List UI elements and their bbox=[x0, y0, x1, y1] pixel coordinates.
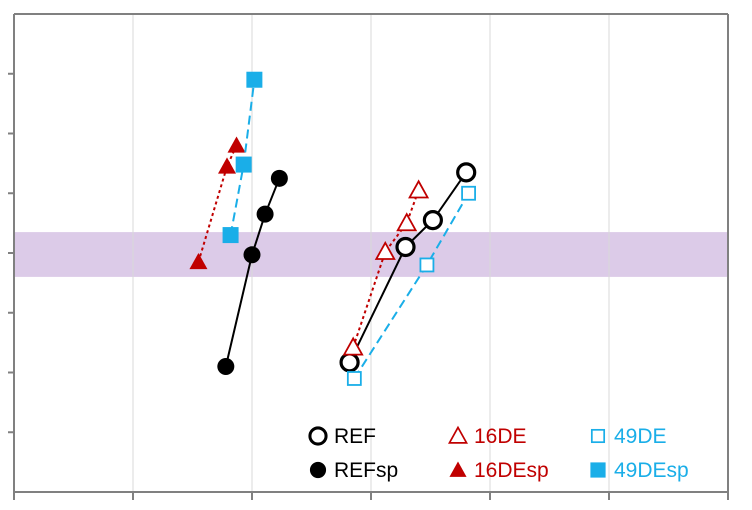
series-line-refsp bbox=[224, 177, 281, 367]
legend-item-refsp: REFsp bbox=[309, 459, 398, 482]
legend-label-49desp: 49DEsp bbox=[614, 459, 689, 482]
series-16desp bbox=[189, 136, 246, 270]
legend-item-ref: REF bbox=[308, 425, 376, 448]
legend-label-ref: REF bbox=[334, 425, 376, 448]
data-point-refsp bbox=[270, 169, 288, 187]
series-refsp bbox=[217, 169, 288, 376]
legend-label-16desp: 16DEsp bbox=[474, 459, 549, 482]
data-point-49de bbox=[346, 371, 362, 386]
data-point-ref bbox=[456, 162, 477, 183]
axis-layer bbox=[8, 13, 729, 500]
data-point-16de bbox=[396, 212, 418, 232]
legend-label-16de: 16DE bbox=[474, 425, 527, 448]
legend-item-16desp: 16DEsp bbox=[449, 459, 549, 482]
data-point-16de bbox=[408, 179, 430, 199]
data-point-refsp bbox=[256, 205, 274, 223]
legend-item-16de: 16DE bbox=[447, 425, 527, 448]
data-point-refsp bbox=[243, 246, 261, 264]
data-point-refsp bbox=[217, 358, 235, 376]
data-point-ref bbox=[395, 236, 416, 258]
legend-marker-ref bbox=[308, 426, 328, 446]
data-point-16de bbox=[374, 240, 396, 260]
data-point-16desp bbox=[227, 136, 246, 153]
legend-marker-49de bbox=[590, 428, 606, 444]
data-point-ref bbox=[339, 352, 360, 373]
legend-marker-16desp bbox=[449, 461, 467, 477]
series-ref bbox=[339, 162, 477, 373]
legend-marker-16de bbox=[447, 425, 469, 444]
data-point-16de bbox=[342, 336, 364, 356]
legend-item-49desp: 49DEsp bbox=[590, 459, 689, 482]
data-point-16desp bbox=[218, 157, 237, 174]
series-line-16de bbox=[352, 189, 420, 348]
series-49desp bbox=[222, 71, 263, 244]
data-point-49desp bbox=[235, 156, 252, 173]
data-point-16desp bbox=[189, 252, 208, 270]
series-line-ref bbox=[348, 171, 468, 363]
legend-item-49de: 49DE bbox=[590, 425, 667, 448]
series-layer bbox=[189, 71, 477, 386]
legend-label-refsp: REFsp bbox=[334, 459, 398, 482]
data-point-ref bbox=[422, 210, 443, 231]
data-point-49desp bbox=[246, 71, 263, 88]
data-point-49desp bbox=[222, 227, 239, 244]
legend: REF 16DE 49DE REFsp 16DEsp 49DEsp bbox=[308, 425, 689, 482]
series-49de bbox=[346, 185, 476, 386]
legend-label-49de: 49DE bbox=[614, 425, 667, 448]
legend-marker-refsp bbox=[309, 461, 327, 479]
legend-marker-49desp bbox=[590, 462, 606, 478]
data-point-49de bbox=[461, 185, 476, 201]
series-16de bbox=[342, 179, 430, 356]
data-point-49de bbox=[419, 257, 435, 273]
